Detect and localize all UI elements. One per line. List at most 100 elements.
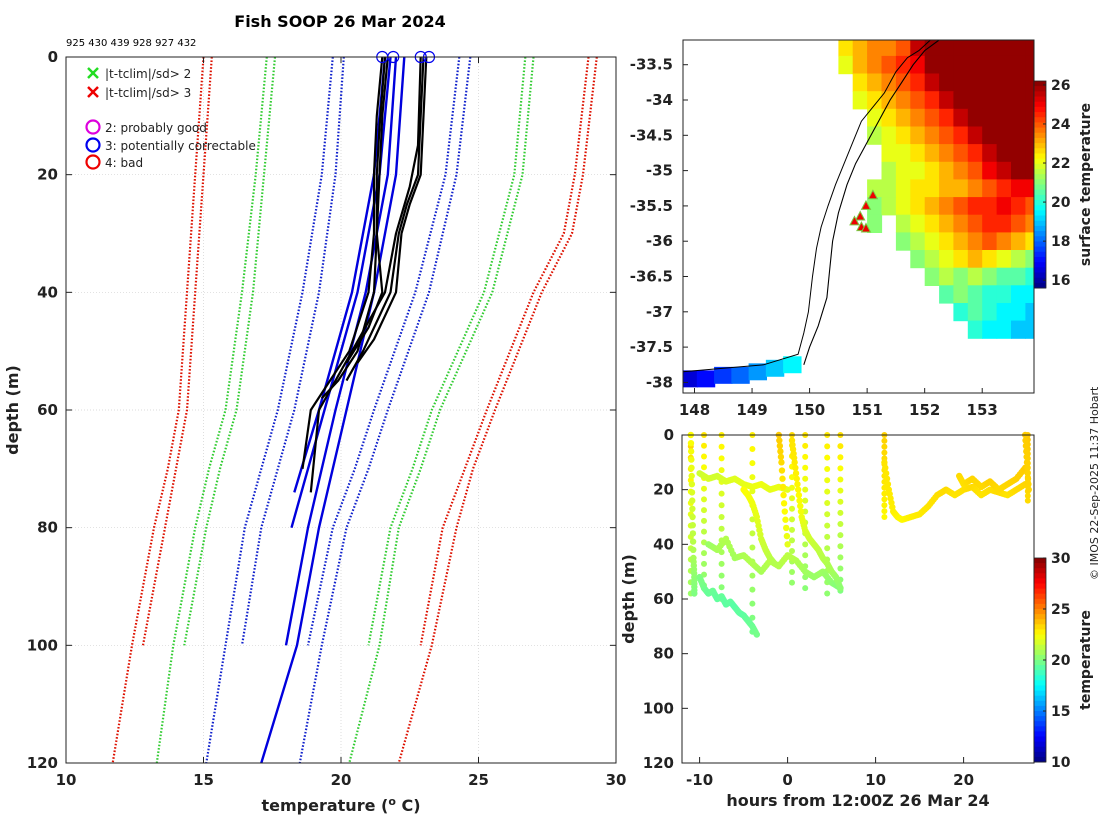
colorbar-cell <box>1034 210 1046 217</box>
colorbar-cell <box>1034 241 1046 248</box>
data-point <box>882 470 890 477</box>
colorbar-cell <box>1034 220 1046 227</box>
data-point <box>718 560 725 567</box>
colorbar-cell <box>1034 629 1046 635</box>
sst-cell-cold <box>783 356 802 374</box>
colorbar-cell <box>1034 741 1046 748</box>
sst-cell <box>867 91 883 110</box>
colorbar-cell <box>1034 695 1046 702</box>
data-point <box>718 514 725 520</box>
x-tick-label: 30 <box>606 771 627 789</box>
sst-cell <box>939 197 955 216</box>
sst-cell <box>852 40 868 57</box>
sst-cell <box>939 179 955 198</box>
data-point <box>837 443 844 450</box>
data-point <box>837 565 844 572</box>
colorbar-cell <box>1034 106 1046 113</box>
sst-cell <box>910 144 926 163</box>
data-point <box>778 459 785 466</box>
data-point <box>688 464 695 471</box>
sst-cell <box>895 91 911 110</box>
data-point <box>783 532 791 540</box>
data-point <box>802 475 809 482</box>
sst-cell <box>982 250 998 269</box>
colorbar-cell <box>1034 96 1046 103</box>
sst-cell <box>867 73 883 92</box>
colorbar-cell <box>1034 649 1046 656</box>
sst-cell <box>1025 126 1034 145</box>
sst-cell <box>939 267 955 286</box>
data-point <box>802 453 809 460</box>
colorbar-cell <box>1034 756 1046 763</box>
data-point <box>1022 442 1030 450</box>
colorbar-cell <box>1034 746 1046 753</box>
colorbar-cell <box>1034 236 1046 242</box>
colorbar-tick-label: 24 <box>1051 117 1071 133</box>
sst-cell <box>982 55 998 75</box>
sst-cell <box>967 232 983 251</box>
sst-cell <box>895 108 911 128</box>
sst-cell <box>967 40 983 57</box>
sst-cell <box>996 303 1012 322</box>
y-tick-label: 80 <box>653 645 674 663</box>
data-point <box>824 443 831 450</box>
data-point <box>881 508 888 515</box>
sst-cell <box>910 214 926 233</box>
x-tick-label: 153 <box>967 401 998 419</box>
sst-cell <box>1025 214 1034 233</box>
sst-cell-cold <box>765 359 785 377</box>
series-profile-5 <box>309 56 422 493</box>
colorbar-cell <box>1034 665 1046 671</box>
sst-cell <box>982 40 998 57</box>
series-profile-2 <box>320 56 389 399</box>
data-point <box>1024 497 1031 504</box>
colorbar-cell <box>1034 711 1046 717</box>
sst-cell <box>1025 179 1034 198</box>
sst-cell <box>910 91 926 110</box>
series-clim-mean-1 <box>260 56 406 764</box>
colorbar-tick-label: 30 <box>1051 551 1071 567</box>
sst-cell <box>881 197 897 216</box>
data-point <box>884 481 892 488</box>
colorbar-tick-label: 10 <box>1051 755 1071 771</box>
colorbar-cell <box>1034 563 1046 569</box>
station-marker <box>860 199 872 210</box>
chart-title: Fish SOOP 26 Mar 2024 <box>234 12 445 31</box>
x-tick-label: 20 <box>331 771 352 789</box>
sst-cell <box>1011 108 1026 128</box>
x-tick-label: 151 <box>851 401 882 419</box>
data-point <box>824 545 831 552</box>
series-sd2-left-b <box>183 56 277 646</box>
colorbar-cell <box>1034 680 1046 686</box>
legend-label: |t-tclim|/sd> 2 <box>105 67 191 81</box>
data-point <box>837 532 844 539</box>
sst-cell <box>939 73 955 92</box>
colorbar-cell <box>1034 593 1046 600</box>
colorbar-cell <box>1034 127 1046 134</box>
sst-cell <box>895 144 911 163</box>
y-tick-label: -33.5 <box>630 56 673 74</box>
sst-cell <box>852 55 868 75</box>
y-tick-label: 80 <box>37 519 58 537</box>
sst-cell <box>910 73 926 92</box>
y-tick-label: -34.5 <box>630 126 673 144</box>
colorbar-cell <box>1034 137 1046 144</box>
sst-cell <box>996 55 1012 75</box>
coastline <box>683 40 931 373</box>
data-point <box>782 524 790 532</box>
data-point <box>789 537 795 544</box>
sst-cell <box>867 197 883 216</box>
colorbar-cell <box>1034 112 1046 118</box>
station-marker <box>854 210 866 221</box>
sst-cell <box>967 108 983 128</box>
data-point <box>777 448 784 455</box>
colorbar-cell <box>1034 267 1046 273</box>
colorbar-label: surface temperature <box>1078 103 1094 266</box>
time-depth-panel: -10 0 10 20 0 20 40 60 80 100 120 hours from 12:00Z… <box>619 426 1094 810</box>
data-point <box>689 522 696 529</box>
data-point <box>749 614 756 621</box>
data-point <box>824 499 831 506</box>
sst-cell <box>953 108 969 128</box>
series-sd1-right <box>298 56 472 764</box>
sst-cell <box>953 161 969 181</box>
